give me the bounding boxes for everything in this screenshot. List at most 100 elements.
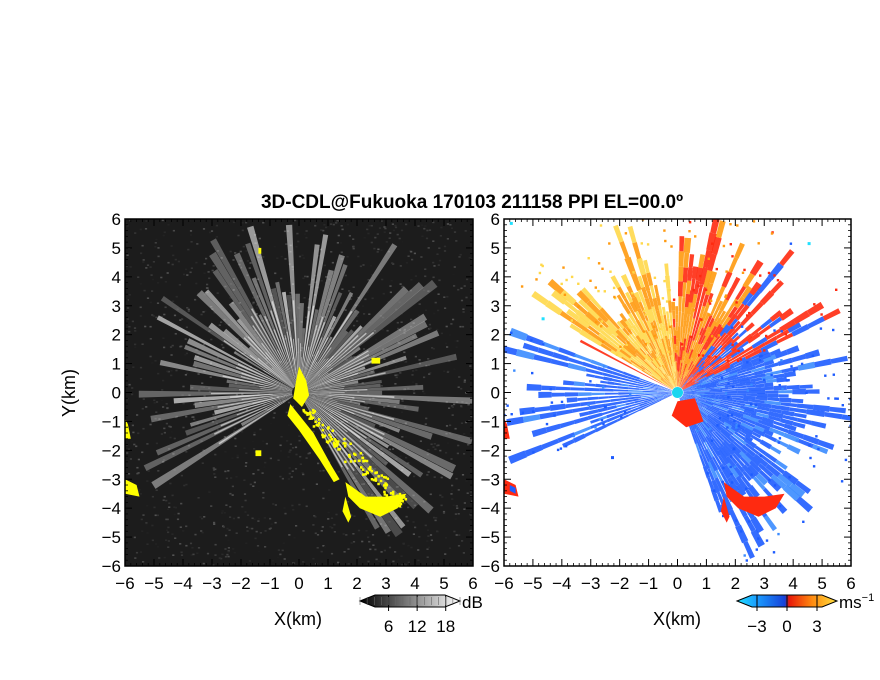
velocity-speck [733, 465, 737, 468]
velocity-ray-segment [622, 398, 639, 404]
velocity-ray-segment [664, 373, 670, 381]
velocity-ray-segment [767, 262, 784, 281]
snr-saturated-speck [337, 440, 340, 443]
velocity-ray-segment [607, 381, 615, 385]
noise-speck [184, 354, 187, 356]
noise-speck [437, 444, 440, 447]
noise-speck [173, 506, 176, 508]
velocity-ray-segment [748, 460, 762, 473]
velocity-ray-segment [635, 355, 649, 368]
snr-colorbar-unit: dB [462, 593, 483, 612]
noise-speck [360, 332, 363, 335]
snr-saturated-speck [385, 484, 388, 487]
velocity-ray-segment [721, 334, 729, 343]
noise-speck [155, 238, 158, 241]
noise-speck [263, 409, 266, 411]
noise-speck [439, 494, 442, 497]
noise-speck [305, 236, 308, 239]
velocity-ray-segment [681, 373, 693, 388]
noise-speck [424, 423, 427, 425]
velocity-ray-segment [728, 371, 738, 377]
noise-speck [351, 342, 354, 344]
velocity-ray-segment [682, 395, 690, 401]
snr-ray-core [218, 394, 296, 445]
velocity-ray-segment [692, 329, 698, 341]
velocity-speck [513, 369, 516, 372]
noise-speck [227, 555, 230, 558]
velocity-ray-segment [628, 384, 636, 388]
noise-speck [405, 223, 408, 226]
noise-speck [178, 284, 181, 286]
velocity-ray-segment [696, 349, 706, 363]
noise-speck [183, 484, 186, 487]
noise-speck [328, 489, 331, 491]
velocity-ray-segment [709, 406, 720, 412]
velocity-ray-segment [681, 377, 692, 389]
noise-speck [453, 530, 456, 533]
snr-ray-core [303, 393, 365, 403]
noise-speck [355, 472, 358, 475]
noise-speck [418, 536, 421, 538]
noise-speck [377, 560, 380, 562]
velocity-ray-segment [552, 352, 569, 362]
snr-ray [303, 392, 473, 405]
noise-speck [307, 452, 310, 455]
velocity-ray-segment [682, 353, 689, 371]
noise-speck [142, 561, 145, 563]
velocity-ray-segment [508, 450, 528, 464]
noise-speck [219, 244, 222, 246]
x-tick-label: −4 [173, 574, 192, 593]
velocity-ray-segment [594, 375, 604, 380]
noise-speck [335, 220, 338, 223]
noise-speck [388, 546, 392, 549]
velocity-ray-segment [682, 338, 687, 351]
velocity-ray-segment [687, 336, 694, 354]
noise-speck [188, 220, 191, 222]
snr-saturated-speck [360, 466, 363, 469]
noise-speck [174, 416, 177, 419]
velocity-speck [545, 422, 549, 426]
noise-speck [363, 313, 366, 315]
noise-speck [244, 511, 247, 513]
velocity-ray-segment [639, 388, 650, 391]
noise-speck [370, 264, 373, 267]
noise-speck [162, 379, 165, 382]
snr-ray [281, 291, 299, 389]
noise-speck [229, 492, 232, 495]
velocity-ray-segment [757, 419, 774, 428]
velocity-ray-segment [567, 357, 584, 365]
noise-speck [368, 448, 372, 451]
noise-speck [260, 455, 263, 458]
noise-speck [224, 555, 228, 558]
colorbar-tick-label: 3 [812, 617, 821, 636]
snr-saturated-speck [401, 495, 405, 499]
noise-speck [184, 338, 187, 340]
noise-speck [449, 224, 452, 226]
velocity-ray-segment [685, 314, 690, 327]
noise-speck [443, 370, 446, 373]
velocity-ray-segment [703, 336, 714, 351]
velocity-ray-segment [656, 338, 665, 355]
noise-speck [308, 283, 311, 286]
velocity-ray-segment [627, 318, 634, 327]
velocity-ray-segment [718, 360, 726, 366]
velocity-ray-segment [620, 380, 630, 384]
velocity-ray-segment [639, 400, 656, 409]
velocity-ray-segment [640, 365, 652, 374]
snr-saturated-speck [386, 477, 390, 480]
velocity-speck [740, 530, 743, 533]
velocity-ray-segment [683, 392, 696, 395]
noise-speck [402, 542, 405, 544]
snr-ray [302, 366, 366, 392]
velocity-speck [731, 326, 734, 329]
noise-speck [454, 340, 457, 342]
snr-ray-core [222, 375, 296, 392]
velocity-ray-segment [742, 272, 755, 289]
noise-speck [295, 245, 298, 248]
velocity-speck [862, 363, 864, 365]
velocity-ray-segment [807, 316, 825, 329]
noise-speck [245, 409, 249, 411]
velocity-ray-segment [713, 417, 725, 426]
velocity-speck [709, 299, 713, 302]
velocity-ray-segment [787, 429, 805, 440]
